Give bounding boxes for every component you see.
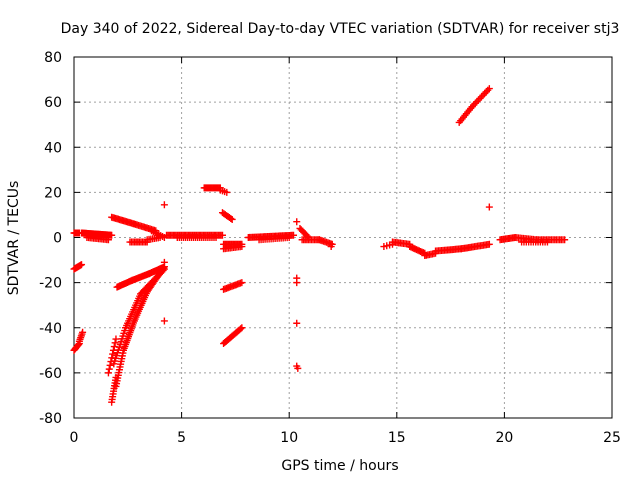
data-point	[293, 319, 301, 327]
x-tick-label: 25	[603, 430, 621, 446]
data-point	[227, 214, 235, 222]
data-point	[228, 215, 236, 223]
data-point	[75, 341, 83, 349]
data-point	[160, 201, 168, 209]
axis-ticks	[73, 56, 613, 419]
data-point	[285, 234, 293, 241]
data-point	[238, 243, 246, 251]
data-point	[112, 335, 120, 343]
data-point	[106, 361, 114, 369]
data-point	[290, 231, 298, 239]
data-point	[104, 369, 112, 377]
x-tick-label: 15	[388, 430, 406, 446]
data-point	[327, 243, 335, 251]
data-point	[485, 240, 493, 248]
data-point	[111, 339, 119, 347]
y-tick-label: -60	[39, 366, 62, 382]
data-points	[70, 85, 569, 406]
y-tick-label: -80	[39, 411, 62, 427]
y-tick-label: 60	[44, 95, 62, 111]
y-tick-label: 80	[44, 50, 62, 66]
chart-title: Day 340 of 2022, Sidereal Day-to-day VTE…	[61, 21, 620, 37]
data-point	[78, 261, 86, 269]
data-point	[212, 234, 220, 241]
data-point	[160, 258, 168, 266]
data-point	[218, 231, 226, 239]
y-tick-label: -20	[39, 276, 62, 292]
data-point	[108, 231, 116, 239]
y-axis-title: SDTVAR / TECUs	[6, 181, 22, 296]
data-point	[561, 236, 569, 244]
data-point	[293, 218, 301, 226]
x-tick-label: 0	[70, 430, 79, 446]
x-tick-labels: 0 5 10 15 20 25	[70, 430, 621, 446]
y-tick-label: 0	[53, 231, 62, 247]
data-point	[223, 188, 231, 196]
data-point	[238, 324, 246, 332]
data-point	[160, 317, 168, 325]
x-tick-label: 5	[177, 430, 186, 446]
x-tick-label: 20	[495, 430, 513, 446]
data-point	[79, 328, 87, 336]
x-axis-title: GPS time / hours	[281, 458, 398, 474]
data-point	[109, 350, 117, 358]
data-point	[293, 279, 301, 287]
y-tick-labels: -80 -60 -40 -20 0 20 40 60 80	[39, 50, 62, 427]
data-point	[104, 236, 112, 244]
data-point	[485, 85, 493, 93]
data-point	[156, 234, 164, 241]
data-point	[105, 365, 113, 373]
data-point	[485, 203, 493, 211]
data-point	[237, 325, 245, 333]
data-point	[294, 364, 302, 372]
y-tick-label: 40	[44, 140, 62, 156]
x-tick-label: 10	[280, 430, 298, 446]
data-point	[543, 238, 551, 246]
y-tick-label: 20	[44, 185, 62, 201]
data-point	[238, 279, 246, 287]
y-tick-label: -40	[39, 321, 62, 337]
